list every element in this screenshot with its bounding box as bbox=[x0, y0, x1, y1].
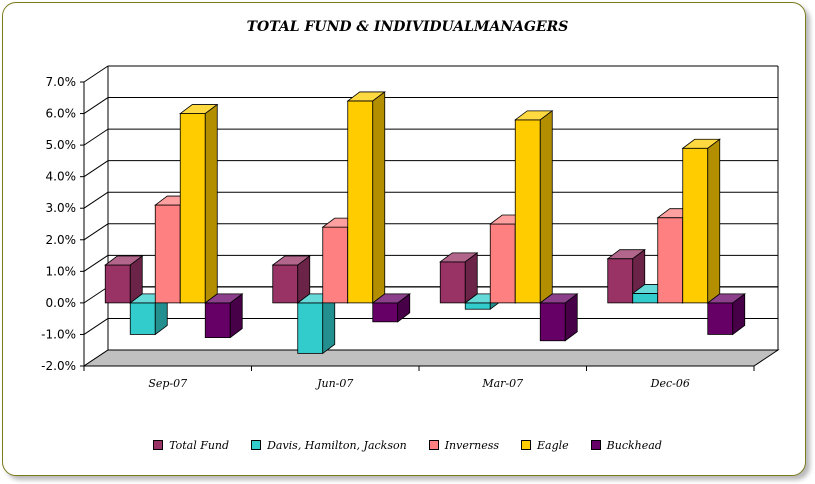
legend-item: Eagle bbox=[521, 439, 569, 452]
bar bbox=[346, 91, 386, 304]
x-axis: Sep-07 Jun-07 Mar-07 Dec-06 bbox=[83, 365, 755, 390]
gridline-side bbox=[83, 223, 109, 241]
legend-item: Total Fund bbox=[153, 439, 229, 452]
bar-front bbox=[204, 302, 231, 338]
bar-front bbox=[607, 258, 634, 304]
bar-side bbox=[707, 138, 721, 304]
bar-side bbox=[372, 91, 386, 304]
legend-label: Davis, Hamilton, Jackson bbox=[267, 438, 407, 452]
bar-side bbox=[204, 103, 218, 304]
bar-front bbox=[372, 302, 399, 323]
x-tick-label: Jun-07 bbox=[315, 377, 353, 390]
y-tick-label: 3.0% bbox=[46, 201, 77, 215]
y-tick-label: -1.0% bbox=[41, 327, 76, 341]
legend-item: Inverness bbox=[428, 438, 499, 452]
legend-label: Buckhead bbox=[606, 438, 662, 452]
legend-label: Total Fund bbox=[169, 438, 230, 452]
legend-label: Eagle bbox=[537, 438, 569, 452]
legend-swatch bbox=[590, 440, 601, 450]
legend-item: Davis, Hamilton, Jackson bbox=[251, 439, 407, 452]
chart-title: TOTAL FUND & INDIVIDUALMANAGERS bbox=[246, 19, 569, 35]
bar-front bbox=[129, 302, 156, 335]
bar-front bbox=[347, 100, 374, 304]
bar-side bbox=[397, 293, 411, 323]
bar bbox=[204, 293, 244, 339]
bar-front bbox=[322, 226, 349, 304]
y-tick-label: -2.0% bbox=[41, 359, 76, 373]
gridline-side bbox=[83, 254, 109, 272]
y-axis: 7.0% 6.0% 5.0% 4.0% 3.0% 2.0% 1.0% 0.0% -1.0% -2.… bbox=[41, 75, 85, 373]
bar bbox=[539, 293, 579, 342]
legend-label: Inverness bbox=[444, 438, 499, 452]
bar-front bbox=[539, 302, 566, 342]
bar-front bbox=[682, 147, 709, 304]
bar-front bbox=[657, 217, 684, 304]
bar-front bbox=[272, 264, 299, 304]
bar bbox=[439, 252, 479, 304]
bars bbox=[104, 91, 746, 355]
y-tick-label: 4.0% bbox=[46, 170, 77, 184]
gridline-side bbox=[83, 191, 109, 209]
legend-swatch bbox=[521, 440, 531, 450]
bar-front bbox=[297, 302, 324, 354]
y-tick-label: 5.0% bbox=[46, 138, 77, 152]
chart-legend: Total Fund Davis, Hamilton, Jackson Invern… bbox=[0, 436, 815, 454]
bar bbox=[606, 248, 646, 304]
bar-front bbox=[104, 264, 131, 304]
bar bbox=[271, 255, 311, 304]
x-tick-label: Dec-06 bbox=[650, 377, 690, 390]
bar-side bbox=[539, 110, 553, 304]
y-tick-label: 7.0% bbox=[46, 75, 77, 89]
x-tick-label: Sep-07 bbox=[148, 377, 187, 390]
gridline-side bbox=[83, 97, 109, 114]
y-tick-label: 2.0% bbox=[46, 233, 77, 247]
bar-side bbox=[732, 293, 746, 336]
y-tick-label: 0.0% bbox=[46, 296, 77, 310]
bar bbox=[179, 103, 219, 304]
y-tick-label: 6.0% bbox=[46, 107, 77, 121]
gridline-side bbox=[83, 160, 109, 178]
bar-front bbox=[514, 119, 541, 304]
bar-front bbox=[489, 223, 516, 304]
bar-front bbox=[464, 302, 491, 310]
chart-floor bbox=[82, 349, 780, 367]
legend-swatch bbox=[428, 440, 439, 450]
bar bbox=[104, 255, 144, 304]
bar bbox=[706, 293, 746, 336]
gridline-side bbox=[83, 65, 109, 83]
legend-swatch bbox=[153, 440, 164, 450]
gridline-side bbox=[83, 286, 109, 304]
bar-front bbox=[632, 293, 659, 304]
gridline-side bbox=[83, 318, 109, 335]
legend-swatch bbox=[251, 440, 262, 450]
y-tick-label: 1.0% bbox=[46, 264, 77, 278]
bar-front bbox=[154, 204, 181, 304]
bar bbox=[371, 293, 411, 323]
bar bbox=[514, 110, 554, 304]
x-tick-label: Mar-07 bbox=[481, 377, 523, 390]
legend-item: Buckhead bbox=[590, 438, 662, 452]
bar-side bbox=[229, 293, 243, 339]
bar-front bbox=[707, 302, 734, 335]
bar-front bbox=[439, 261, 466, 304]
bar-front bbox=[179, 113, 206, 304]
gridline-side bbox=[83, 128, 109, 146]
bar bbox=[681, 138, 721, 304]
bar-side bbox=[564, 293, 578, 342]
